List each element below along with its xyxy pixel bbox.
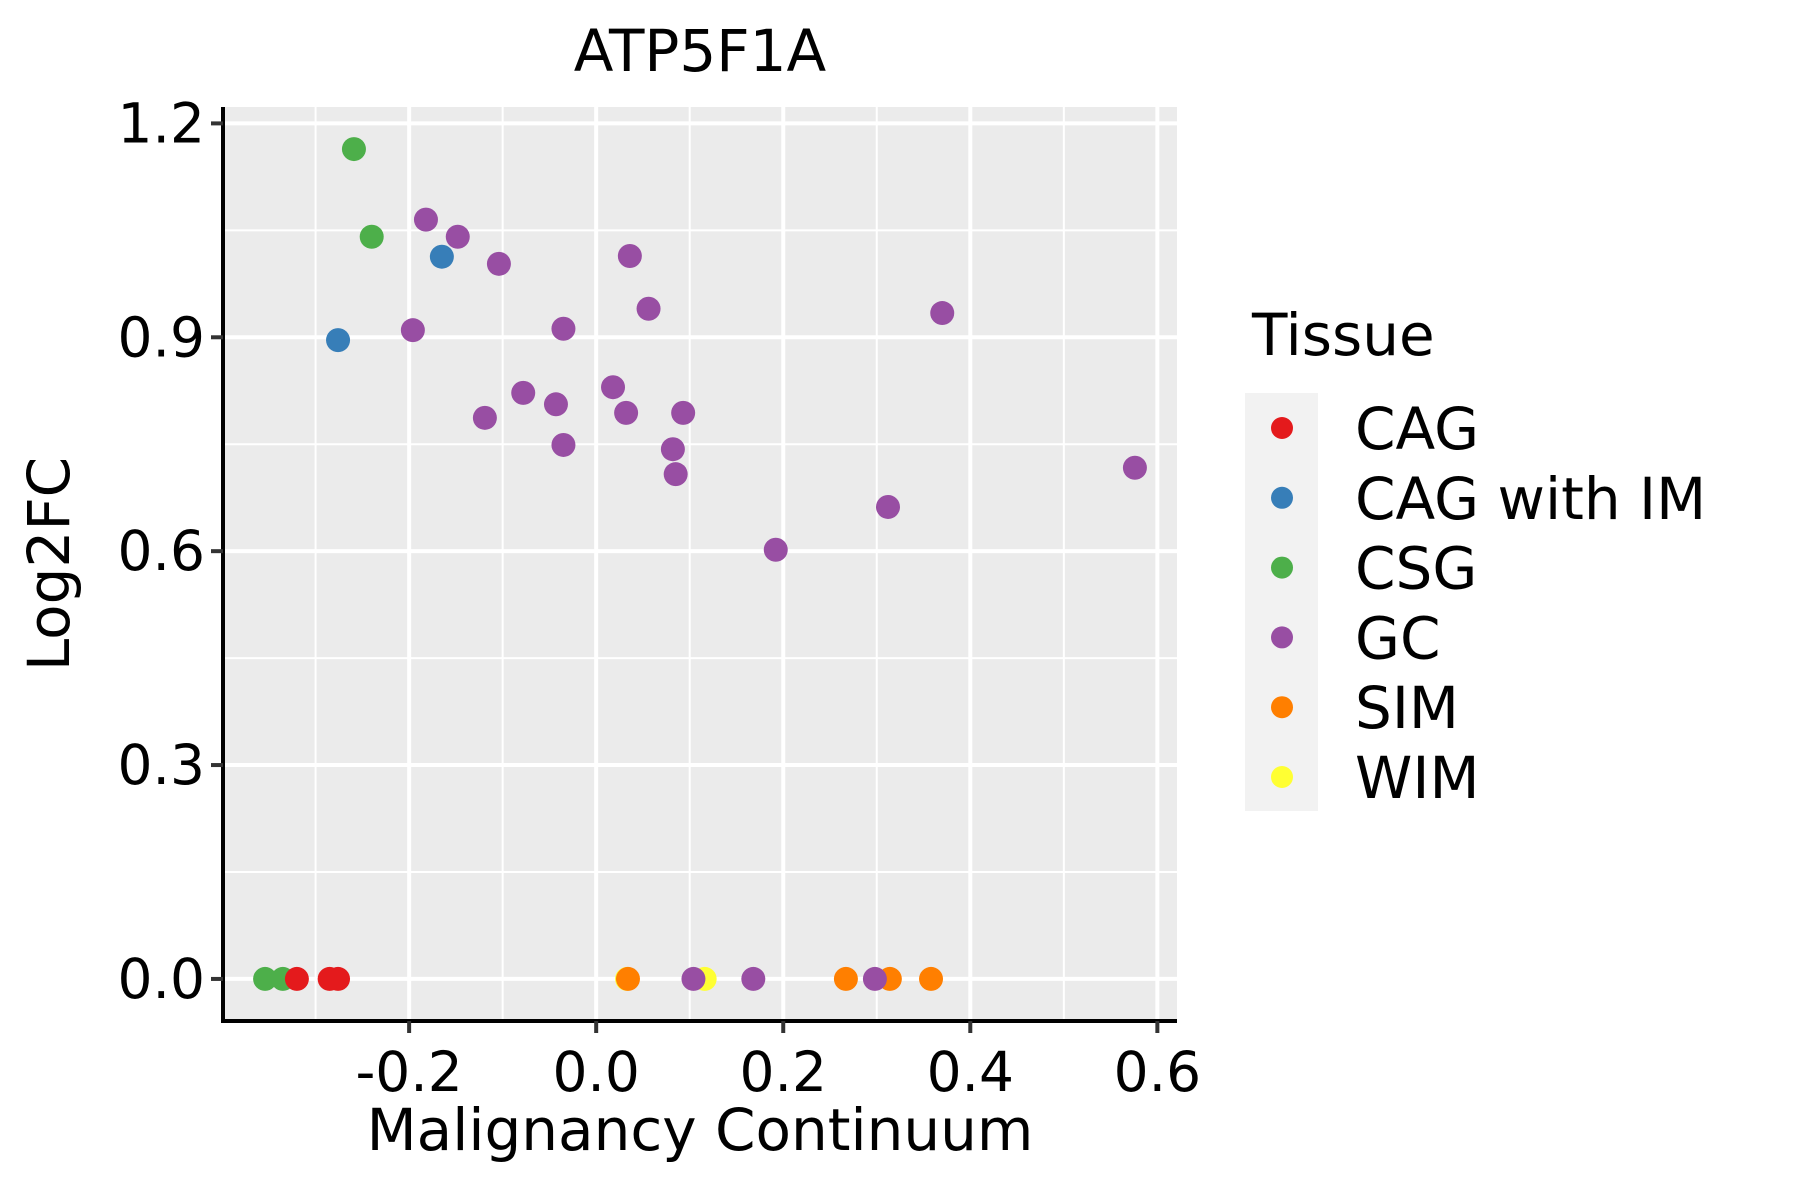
point-gc xyxy=(551,432,576,457)
legend-key-dot xyxy=(1271,556,1293,579)
point-cag xyxy=(326,966,351,991)
point-gc xyxy=(875,494,900,519)
y-axis-ticks: 0.0 0.3 0.6 0.9 1.2 xyxy=(118,91,223,1011)
point-gc xyxy=(601,375,626,400)
legend-item: SIM xyxy=(1271,674,1459,742)
legend-key-dot xyxy=(1271,486,1293,509)
legend-item: CAG xyxy=(1271,395,1479,463)
point-gc xyxy=(660,437,685,462)
legend-key-dot xyxy=(1271,696,1293,719)
point-gc xyxy=(617,244,642,269)
x-tick-label: 0.0 xyxy=(552,1040,639,1104)
point-gc xyxy=(681,966,706,991)
point-gc xyxy=(511,380,536,405)
x-tick-label: 0.6 xyxy=(1114,1040,1201,1104)
point-cag xyxy=(284,966,309,991)
y-tick-label: 0.3 xyxy=(118,733,205,797)
data-points xyxy=(253,137,1147,991)
point-sim xyxy=(833,966,858,991)
minor-gridlines xyxy=(223,107,1177,1021)
point-gc xyxy=(671,400,696,425)
legend-key-dot xyxy=(1271,766,1293,788)
point-gc xyxy=(614,400,639,425)
chart-title: ATP5F1A xyxy=(574,17,827,85)
legend-key-dot xyxy=(1271,417,1293,439)
legend-item: WIM xyxy=(1271,744,1480,812)
legend-key-dot xyxy=(1271,626,1293,649)
legend-label: WIM xyxy=(1355,744,1480,812)
x-tick-label: -0.2 xyxy=(355,1040,462,1104)
point-cag-with-im xyxy=(326,328,351,353)
x-tick-label: 0.4 xyxy=(927,1040,1014,1104)
point-sim xyxy=(919,966,944,991)
point-cag-with-im xyxy=(429,244,454,269)
point-gc xyxy=(741,966,766,991)
point-gc xyxy=(486,251,511,276)
legend-label: SIM xyxy=(1355,674,1459,742)
legend-item: CAG with IM xyxy=(1271,465,1706,533)
point-gc xyxy=(862,966,887,991)
point-gc xyxy=(636,296,661,321)
point-gc xyxy=(472,405,497,430)
point-sim xyxy=(615,966,640,991)
point-csg xyxy=(359,224,384,249)
point-gc xyxy=(400,318,425,343)
point-csg xyxy=(341,137,366,162)
legend-key-background xyxy=(1245,393,1318,811)
plot-panel xyxy=(223,107,1177,1021)
point-gc xyxy=(763,537,788,562)
point-gc xyxy=(413,207,438,232)
x-tick-label: 0.2 xyxy=(740,1040,827,1104)
point-gc xyxy=(543,392,568,417)
y-tick-label: 0.6 xyxy=(118,519,205,583)
legend-label: CSG xyxy=(1355,535,1477,603)
point-gc xyxy=(1122,455,1147,480)
y-tick-label: 0.9 xyxy=(118,305,205,369)
legend-item: GC xyxy=(1271,604,1440,672)
legend-title: Tissue xyxy=(1251,301,1435,369)
y-axis-title: Log2FC xyxy=(15,457,83,671)
y-tick-label: 0.0 xyxy=(118,947,205,1011)
legend-label: CAG xyxy=(1355,395,1479,463)
legend-item: CSG xyxy=(1271,535,1477,603)
point-gc xyxy=(930,301,955,326)
legend-label: CAG with IM xyxy=(1355,465,1706,533)
point-gc xyxy=(663,462,688,487)
legend-label: GC xyxy=(1355,604,1440,672)
x-axis-ticks: -0.2 0.0 0.2 0.4 0.6 xyxy=(355,1021,1201,1104)
point-csg xyxy=(253,966,278,991)
x-axis-title: Malignancy Continuum xyxy=(367,1096,1034,1164)
y-tick-label: 1.2 xyxy=(118,91,205,155)
point-gc xyxy=(445,224,470,249)
point-gc xyxy=(551,316,576,341)
